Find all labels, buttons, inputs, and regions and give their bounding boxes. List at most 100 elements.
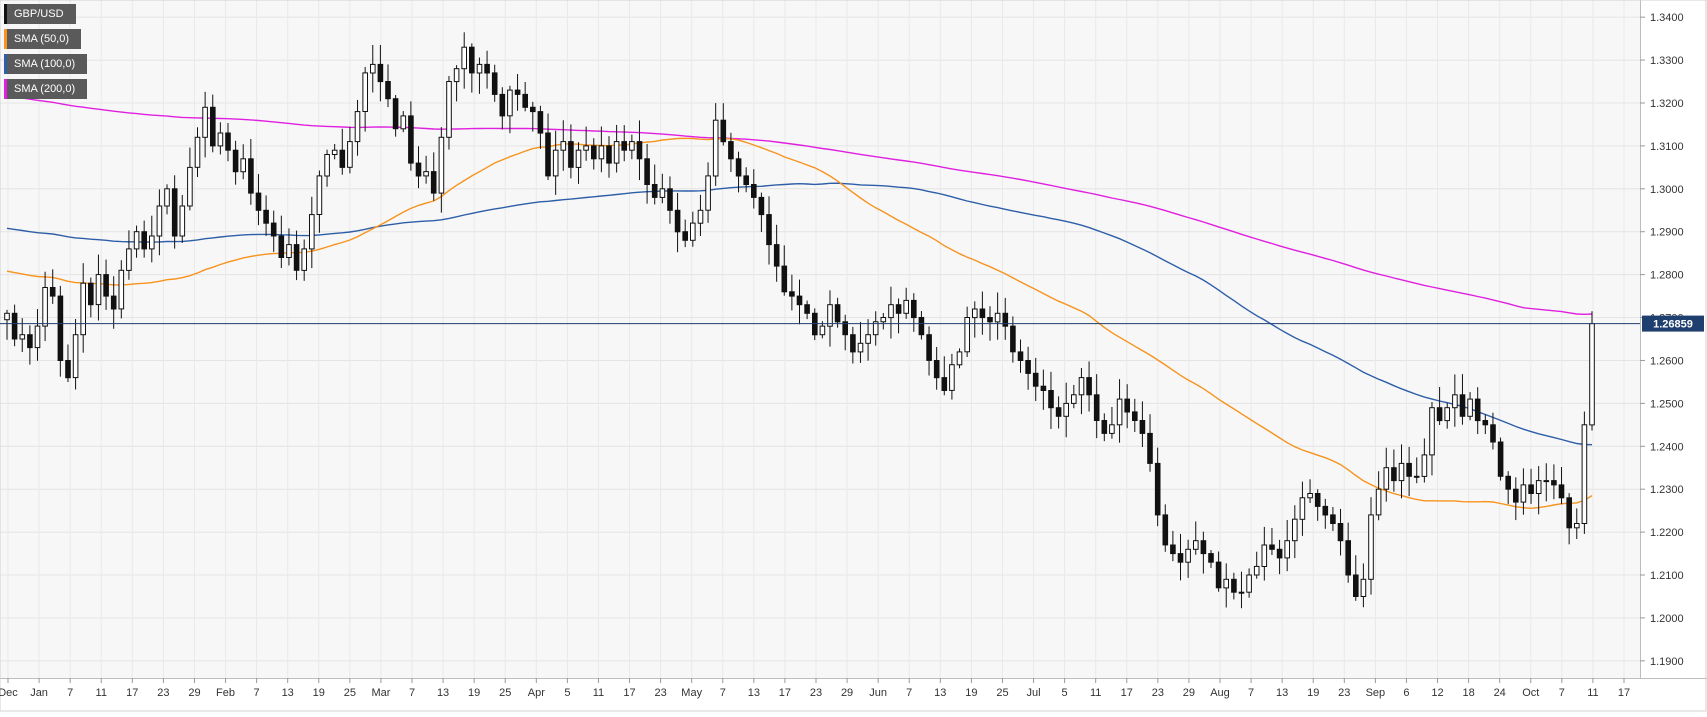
candle xyxy=(27,325,33,365)
candle-body xyxy=(804,304,810,314)
candle-body xyxy=(240,158,246,173)
candle xyxy=(4,309,10,340)
candle xyxy=(1093,374,1100,439)
legend-swatch xyxy=(4,79,7,99)
candle-body xyxy=(446,81,452,138)
candle xyxy=(1124,384,1131,429)
candle xyxy=(880,313,887,330)
candle-body xyxy=(1269,544,1275,550)
candle-body xyxy=(865,334,871,344)
candle xyxy=(1200,531,1207,574)
candle xyxy=(1086,361,1092,412)
candle xyxy=(362,67,368,132)
candle xyxy=(743,167,750,193)
candle-body xyxy=(1322,505,1329,516)
candle-body xyxy=(187,166,193,207)
x-tick-label: 19 xyxy=(1307,687,1319,699)
candle-body xyxy=(1558,484,1565,499)
candle-body xyxy=(1185,548,1191,563)
legend-item: SMA (200,0) xyxy=(4,79,88,99)
candle-body xyxy=(339,149,346,168)
plot-background xyxy=(0,0,1640,678)
candle-body xyxy=(1368,514,1374,580)
candle xyxy=(728,132,734,172)
candle xyxy=(796,279,803,325)
candle xyxy=(179,194,186,243)
candle-body xyxy=(331,149,338,155)
candle-body xyxy=(552,149,559,177)
x-tick-label: 11 xyxy=(1090,687,1101,699)
candle-body xyxy=(293,244,300,271)
candle-body xyxy=(537,111,544,134)
candle xyxy=(171,175,178,249)
candle xyxy=(1109,406,1115,439)
legend-swatch xyxy=(4,4,7,24)
candle-body xyxy=(72,334,79,379)
candle xyxy=(324,149,330,187)
candle-body xyxy=(720,119,727,143)
candle xyxy=(1238,571,1245,609)
candle xyxy=(644,143,650,204)
candle xyxy=(11,304,18,347)
x-tick-label: 19 xyxy=(965,687,977,699)
candle-body xyxy=(933,360,940,379)
candle xyxy=(758,192,765,232)
candle xyxy=(941,356,948,396)
candle xyxy=(1139,401,1146,447)
candle xyxy=(484,50,490,89)
y-tick-label: 1.3400 xyxy=(1650,12,1684,24)
candle-body xyxy=(1139,420,1146,434)
candle xyxy=(1055,396,1062,429)
candle xyxy=(781,245,788,296)
candle xyxy=(225,123,231,162)
candle xyxy=(591,138,597,170)
candle xyxy=(1147,414,1153,472)
candle xyxy=(49,269,56,304)
candle xyxy=(1459,374,1466,425)
x-tick-label: 23 xyxy=(654,687,666,699)
candle-body xyxy=(149,235,155,250)
candle-body xyxy=(141,231,147,250)
candle-layer xyxy=(4,32,1595,609)
candle-body xyxy=(430,171,437,194)
x-tick-label: 23 xyxy=(1338,687,1350,699)
candle xyxy=(575,142,582,184)
candle xyxy=(537,105,544,149)
candle xyxy=(789,274,795,311)
x-tick-label: Jul xyxy=(1027,687,1041,699)
x-tick-label: Jan xyxy=(30,687,48,699)
x-tick-label: 12 xyxy=(1431,687,1443,699)
candle xyxy=(530,101,536,132)
candle xyxy=(202,91,208,158)
x-tick-label: 7 xyxy=(409,687,415,699)
x-tick-label: 25 xyxy=(996,687,1008,699)
candle xyxy=(712,103,719,186)
candle-body xyxy=(1147,432,1153,464)
candle-body xyxy=(987,317,993,323)
candle xyxy=(1421,438,1428,483)
candle xyxy=(933,347,940,390)
candle xyxy=(636,120,643,181)
candle xyxy=(1505,471,1512,504)
y-tick-label: 1.3200 xyxy=(1650,98,1684,110)
candle-body xyxy=(789,291,795,297)
candle xyxy=(1474,387,1481,435)
x-tick-label: 19 xyxy=(468,687,480,699)
candle-body xyxy=(1193,540,1199,550)
candle xyxy=(377,44,384,102)
candle-body xyxy=(1383,467,1390,490)
candle-body xyxy=(1284,540,1291,559)
candle xyxy=(141,220,147,258)
candle xyxy=(370,44,376,93)
candle-body xyxy=(926,334,932,361)
candle xyxy=(499,87,506,130)
candle xyxy=(1528,468,1534,504)
candle-body xyxy=(1078,377,1085,396)
candle-body xyxy=(156,205,163,237)
candle xyxy=(857,321,864,363)
candle xyxy=(1589,311,1595,431)
x-tick-label: 17 xyxy=(126,687,138,699)
candle-body xyxy=(651,184,658,198)
candle xyxy=(979,291,986,335)
